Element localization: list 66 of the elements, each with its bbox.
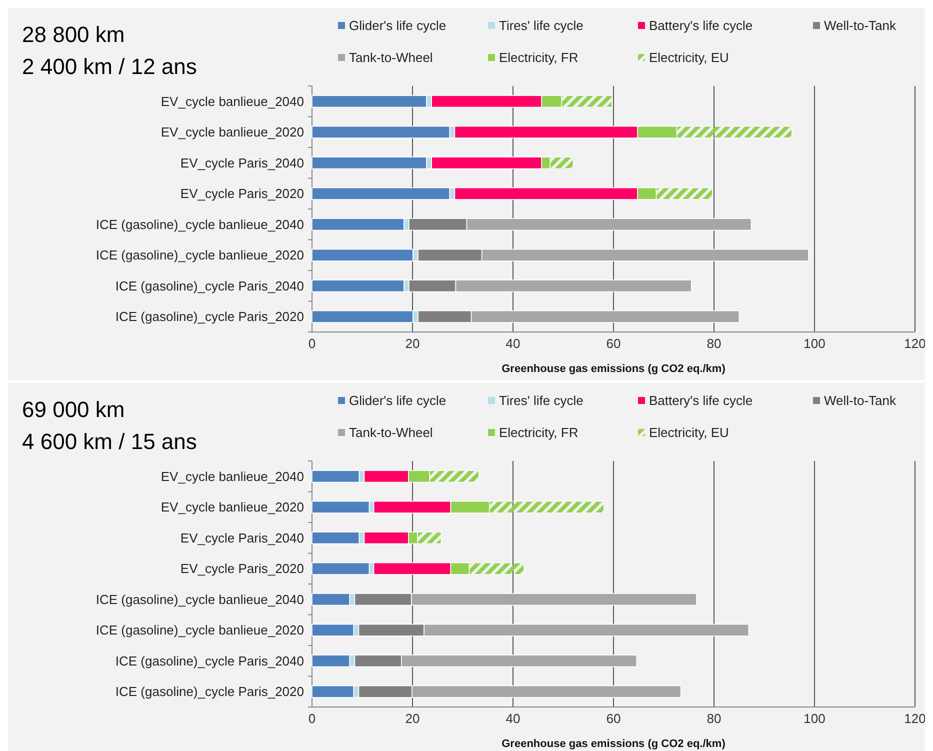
x-tick-label: 80 [706, 711, 722, 726]
legend-label: Electricity, FR [499, 425, 578, 440]
x-tick-label: 120 [904, 711, 926, 726]
bar [312, 500, 370, 514]
y-tick-label: EV_cycle banlieue_2040 [160, 468, 304, 484]
bar [312, 187, 450, 200]
y-tick-label: EV_cycle Paris_2020 [180, 186, 304, 202]
y-tick-label: EV_cycle Paris_2040 [180, 530, 304, 546]
text: 2 400 km / 12 ans [22, 54, 197, 79]
bar [312, 280, 404, 292]
y-tick-label: ICE (gasoline)_cycle banlieue_2020 [96, 248, 304, 263]
legend-label: Battery's life cycle [649, 393, 753, 408]
text: 69 000 km [22, 397, 125, 422]
text: 4 600 km / 15 ans [22, 429, 197, 454]
legend-label: Well-to-Tank [824, 393, 896, 408]
legend-label: Tank-to-Wheel [349, 425, 433, 440]
x-tick-label: 40 [506, 336, 520, 351]
legend-label: Glider's life cycle [349, 393, 446, 408]
text: 28 800 km [22, 22, 125, 47]
y-tick-label: EV_cycle banlieue_2040 [160, 94, 304, 109]
bar [312, 562, 370, 575]
bar [312, 218, 404, 231]
legend-label: Electricity, EU [649, 50, 729, 65]
y-tick-label: ICE (gasoline)_cycle Paris_2020 [115, 684, 304, 700]
y-tick-label: ICE (gasoline)_cycle banlieue_2040 [96, 216, 304, 232]
x-axis-title: Greenhouse gas emissions (g CO2 eq./km) [502, 363, 726, 375]
legend-label: Tires' life cycle [499, 18, 584, 33]
x-tick-label: 40 [506, 711, 520, 726]
y-tick-label: ICE (gasoline)_cycle Paris_2040 [115, 653, 304, 668]
x-tick-label: 120 [904, 336, 926, 351]
y-tick-label: ICE (gasoline)_cycle Paris_2020 [115, 309, 304, 324]
y-tick-label: EV_cycle banlieue_2020 [160, 500, 304, 515]
legend-label: Tires' life cycle [499, 393, 584, 408]
bar [312, 95, 427, 108]
bar [312, 685, 354, 698]
y-tick-label: EV_cycle Paris_2040 [180, 155, 304, 170]
bar [312, 248, 414, 262]
x-axis-title: Greenhouse gas emissions (g CO2 eq./km) [502, 738, 726, 750]
bar [312, 470, 360, 483]
bar [312, 156, 427, 170]
x-tick-label: 80 [706, 336, 722, 351]
legend-label: Battery's life cycle [649, 18, 753, 33]
legend-label: Tank-to-Wheel [349, 50, 433, 65]
x-tick-label: 20 [405, 711, 420, 726]
x-tick-label: 100 [804, 711, 826, 726]
bar [312, 532, 360, 544]
y-tick-label: EV_cycle banlieue_2020 [160, 124, 304, 140]
bar [312, 654, 350, 668]
y-tick-label: ICE (gasoline)_cycle Paris_2040 [115, 278, 304, 294]
x-tick-label: 20 [405, 336, 420, 351]
x-tick-label: 100 [804, 336, 826, 351]
y-tick-label: ICE (gasoline)_cycle banlieue_2020 [96, 622, 304, 638]
legend-label: Electricity, EU [649, 425, 729, 440]
bar [312, 310, 414, 323]
legend-label: Glider's life cycle [349, 18, 446, 33]
y-tick-label: ICE (gasoline)_cycle banlieue_2040 [96, 592, 304, 607]
x-tick-label: 0 [308, 711, 316, 726]
x-tick-label: 60 [606, 336, 621, 351]
bar [312, 593, 350, 606]
x-tick-label: 60 [606, 711, 621, 726]
legend-label: Well-to-Tank [824, 18, 896, 33]
bar [312, 126, 450, 138]
legend-label: Electricity, FR [499, 50, 578, 65]
bar [312, 624, 354, 636]
x-tick-label: 0 [308, 336, 316, 351]
y-tick-label: EV_cycle Paris_2020 [180, 561, 304, 576]
